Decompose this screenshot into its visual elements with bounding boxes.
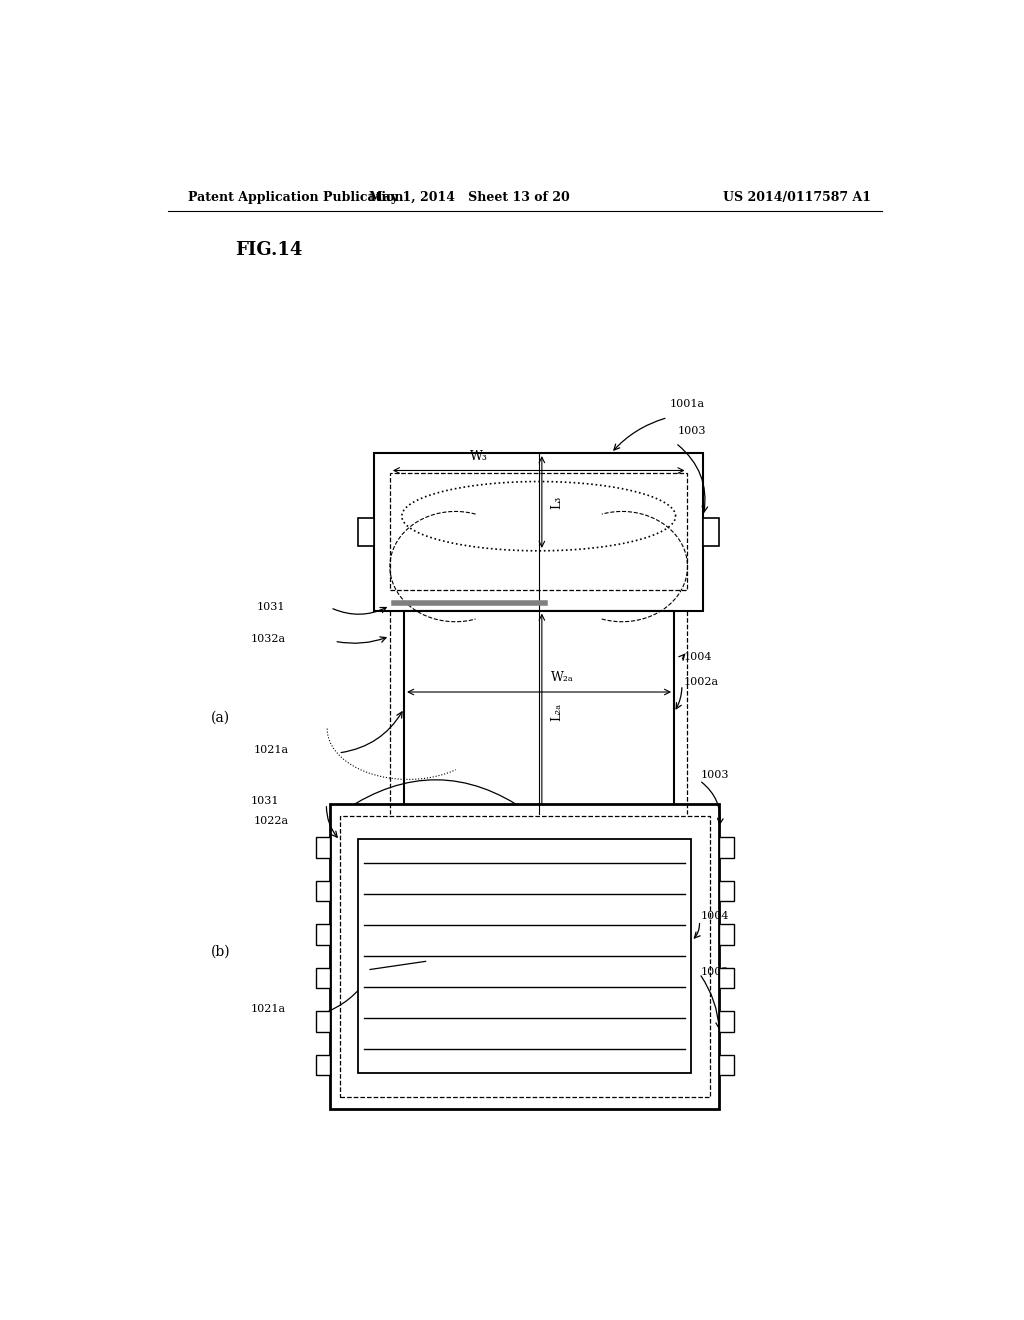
Text: 1032a: 1032a [251, 634, 286, 644]
Text: FIG.14: FIG.14 [236, 240, 302, 259]
Text: 1001a: 1001a [670, 400, 705, 409]
Text: Patent Application Publication: Patent Application Publication [187, 190, 403, 203]
Bar [316, 1055, 331, 1076]
Bar [719, 1011, 733, 1032]
Bar [316, 837, 331, 858]
Text: 1004: 1004 [701, 911, 729, 920]
Text: 1002a: 1002a [701, 966, 736, 977]
Text: 1031: 1031 [251, 796, 280, 805]
Bar [358, 517, 374, 546]
Text: 1003: 1003 [701, 771, 729, 780]
Bar [390, 474, 687, 590]
Bar [719, 880, 733, 902]
Bar [719, 837, 733, 858]
Text: 1022a: 1022a [253, 816, 289, 826]
Bar [316, 880, 331, 902]
Bar [719, 968, 733, 989]
Bar [703, 517, 719, 546]
Text: 1021a: 1021a [253, 744, 289, 755]
Text: W₃: W₃ [470, 450, 488, 463]
Bar [404, 611, 674, 814]
Bar [374, 453, 703, 611]
Text: (b): (b) [211, 944, 231, 958]
Text: 1003: 1003 [677, 426, 706, 436]
Text: May 1, 2014   Sheet 13 of 20: May 1, 2014 Sheet 13 of 20 [369, 190, 569, 203]
Bar [358, 840, 691, 1073]
Text: 1004: 1004 [684, 652, 712, 663]
Text: 1031: 1031 [257, 602, 285, 611]
Bar [719, 1055, 733, 1076]
Bar [340, 816, 710, 1097]
Text: 1021a: 1021a [251, 1005, 286, 1014]
Text: L₂ₐ: L₂ₐ [550, 704, 563, 722]
Bar [331, 804, 719, 1109]
Text: US 2014/0117587 A1: US 2014/0117587 A1 [723, 190, 871, 203]
Bar [316, 924, 331, 945]
Bar [316, 968, 331, 989]
Text: W₂ₐ: W₂ₐ [551, 671, 573, 684]
Text: L₃: L₃ [550, 495, 563, 508]
Text: (a): (a) [211, 710, 230, 725]
Bar [316, 1011, 331, 1032]
Text: 1002a: 1002a [684, 677, 719, 686]
Bar [719, 924, 733, 945]
